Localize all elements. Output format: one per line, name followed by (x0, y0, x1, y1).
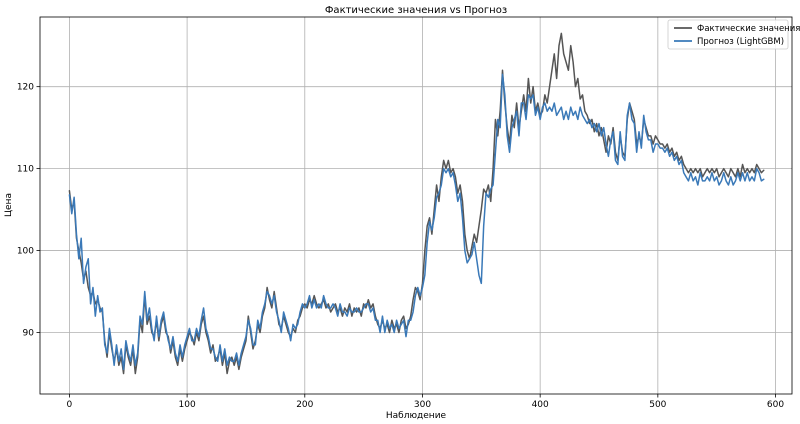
x-tick-label: 500 (649, 400, 666, 410)
forecast-lightgbm-line (68, 73, 765, 371)
legend-label-forecast: Прогноз (LightGBM) (697, 37, 784, 47)
plot-frame (39, 16, 793, 395)
y-axis-label: Цена (4, 193, 14, 217)
x-tick-label: 400 (532, 400, 549, 410)
ticks: 0 100 200 300 400 500 600 90 100 110 120 (17, 83, 785, 410)
actual-values-line (68, 32, 765, 375)
y-tick-label: 110 (17, 165, 34, 175)
x-tick-label: 0 (67, 400, 73, 410)
y-tick-label: 90 (23, 329, 35, 339)
legend: Фактические значения Прогноз (LightGBM) (667, 19, 800, 50)
x-tick-label: 100 (179, 400, 196, 410)
x-axis-label: Наблюдение (386, 411, 447, 421)
series-lines (68, 32, 765, 375)
chart-title: Фактические значения vs Прогноз (325, 5, 507, 16)
x-tick-label: 300 (414, 400, 431, 410)
legend-label-actual: Фактические значения (697, 24, 800, 34)
x-tick-label: 200 (296, 400, 313, 410)
y-tick-label: 120 (17, 83, 34, 93)
x-tick-label: 600 (767, 400, 784, 410)
grid (40, 17, 792, 394)
y-tick-label: 100 (17, 247, 34, 257)
legend-box (667, 19, 789, 50)
